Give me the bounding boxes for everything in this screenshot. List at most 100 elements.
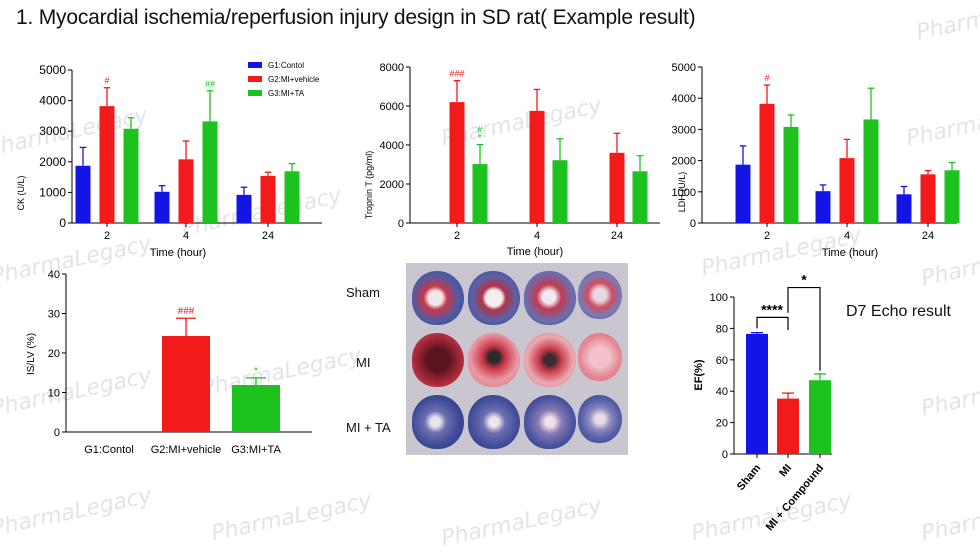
- ldh-xlabel: Time (hour): [822, 247, 878, 259]
- ck-chart: 0 1000 2000 3000 4000 5000 2 #4 ## 24 CK (U/L) Ti…: [16, 61, 322, 259]
- heart-slice: [468, 271, 520, 325]
- bar-troponin-G2:MI+vehicle-2: [449, 102, 465, 223]
- bar-troponin-G3:MI+TA-2: [472, 164, 488, 223]
- y-tick-label: 4000: [39, 94, 66, 108]
- heart-slice: [412, 271, 464, 325]
- comparison-label: ****: [761, 301, 783, 317]
- y-tick-label: 2000: [380, 179, 404, 191]
- y-tick-label: 0: [398, 218, 404, 230]
- heart-slice-photo: [406, 263, 628, 455]
- legend-swatch-g3: [248, 90, 262, 96]
- ck-xlabel: Time (hour): [150, 247, 206, 259]
- legend-swatch-g2: [248, 76, 262, 82]
- bar-ck-G1:Contol-4: [154, 191, 170, 223]
- bar-ldh-G2:MI+vehicle-4: [839, 158, 855, 223]
- bar-ck-G2:MI+vehicle-2: [99, 106, 115, 223]
- bar-ldh-G3:MI+TA-24: [944, 170, 960, 223]
- watermark: PharmaLegacy: [919, 488, 980, 547]
- heart-slice: [468, 333, 520, 387]
- comparison-bracket: [756, 316, 789, 330]
- significance-mark: *: [478, 133, 482, 143]
- comparison-label: *: [801, 272, 807, 288]
- x-tick-label: G1:Contol: [84, 444, 134, 456]
- watermark: PharmaLegacy: [439, 493, 604, 552]
- photo-row-label-sham: Sham: [346, 285, 380, 300]
- x-tick-label: 2: [764, 230, 770, 242]
- y-tick-label: 6000: [380, 101, 404, 113]
- comparison-bracket: [787, 286, 821, 371]
- significance-mark: #: [764, 73, 769, 83]
- bar-troponin-G2:MI+vehicle-24: [609, 152, 625, 223]
- bar-ck-G2:MI+vehicle-4: [178, 159, 194, 223]
- ck-legend: G1:Contol G2:MI+vehicle G3:MI+TA: [248, 61, 320, 98]
- y-tick-label: 2000: [39, 155, 66, 169]
- ldh-chart: 0 1000 2000 3000 4000 5000 2 #4 24 LDH (U/L) Tim…: [672, 62, 960, 259]
- x-tick-label: G2:MI+vehicle: [151, 444, 222, 456]
- x-tick-label: Sham: [735, 462, 764, 493]
- islv-ylabel: IS/LV (%): [26, 333, 37, 375]
- y-tick-label: 2000: [672, 156, 696, 168]
- photo-row-label-mi: MI: [356, 355, 371, 370]
- bar-ef-MI + Compound: [809, 380, 831, 454]
- y-tick-label: 80: [716, 323, 728, 335]
- heart-slice: [524, 395, 576, 449]
- significance-mark: #: [477, 125, 482, 135]
- bar-ck-G3:MI+TA-4: [202, 121, 218, 223]
- significance-mark: ###: [449, 69, 464, 79]
- x-tick-label: 4: [844, 230, 850, 242]
- heart-slice: [412, 395, 464, 449]
- heart-slice: [412, 333, 464, 387]
- watermark: PharmaLegacy: [919, 363, 980, 422]
- heart-slice: [524, 271, 576, 325]
- x-tick-label: 4: [183, 230, 189, 242]
- bar-ldh-G1:Contol-4: [815, 191, 831, 223]
- y-tick-label: 0: [690, 218, 696, 230]
- y-tick-label: 40: [48, 269, 60, 281]
- bar-ck-G1:Contol-24: [236, 194, 252, 223]
- watermark: PharmaLegacy: [0, 483, 154, 542]
- y-tick-label: 3000: [672, 124, 696, 136]
- heart-slice: [578, 333, 622, 381]
- bar-ck-G1:Contol-2: [75, 165, 91, 223]
- bar-troponin-G3:MI+TA-24: [632, 171, 648, 223]
- y-tick-label: 60: [716, 355, 728, 367]
- page-title: 1. Myocardial ischemia/reperfusion injur…: [16, 6, 696, 29]
- heart-slice: [578, 395, 622, 443]
- x-tick-label: 2: [454, 230, 460, 242]
- bar-islv-G3:MI+TA: [232, 384, 280, 432]
- troponin-xlabel: Time (hour): [507, 246, 563, 258]
- bar-ck-G3:MI+TA-2: [123, 128, 139, 223]
- x-tick-label: 24: [922, 230, 934, 242]
- bar-ldh-G3:MI+TA-4: [863, 119, 879, 223]
- ck-ylabel: CK (U/L): [16, 175, 26, 210]
- x-tick-label: MI + Compound: [764, 462, 826, 533]
- heart-slice: [578, 271, 622, 319]
- legend-label-g2: G2:MI+vehicle: [268, 75, 320, 84]
- x-tick-label: 2: [104, 230, 110, 242]
- bar-troponin-G2:MI+vehicle-4: [529, 110, 545, 223]
- ef-ylabel: EF(%): [693, 359, 705, 391]
- echo-result-label: D7 Echo result: [846, 303, 951, 320]
- y-tick-label: 3000: [39, 124, 66, 138]
- y-tick-label: 8000: [380, 62, 404, 74]
- significance-mark: ##: [205, 79, 215, 89]
- troponin-ylabel: Tropnin T (pg/ml): [364, 151, 374, 219]
- bar-ck-G3:MI+TA-24: [284, 171, 300, 223]
- bar-ldh-G1:Contol-24: [896, 194, 912, 223]
- significance-mark: ###: [178, 306, 195, 317]
- bar-islv-G2:MI+vehicle: [162, 336, 210, 432]
- y-tick-label: 0: [722, 449, 728, 461]
- bar-ldh-G3:MI+TA-2: [783, 126, 799, 223]
- y-tick-label: 1000: [39, 185, 66, 199]
- bar-ldh-G2:MI+vehicle-2: [759, 103, 775, 223]
- heart-slice: [468, 395, 520, 449]
- legend-swatch-g1: [248, 62, 262, 68]
- x-tick-label: 24: [611, 230, 623, 242]
- bar-ef-Sham: [746, 333, 768, 454]
- y-tick-label: 20: [716, 418, 728, 430]
- y-tick-label: 1000: [672, 187, 696, 199]
- y-tick-label: 40: [716, 386, 728, 398]
- x-tick-label: G3:MI+TA: [231, 444, 281, 456]
- bar-ldh-G1:Contol-2: [735, 164, 751, 223]
